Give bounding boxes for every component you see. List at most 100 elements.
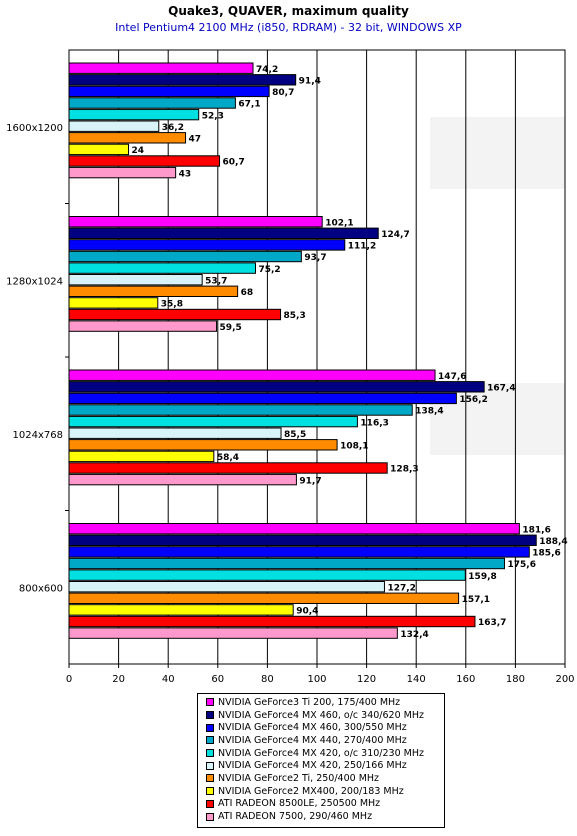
bar-800x600-s8 [68, 615, 476, 628]
bar-1024x768-s6 [68, 439, 338, 451]
data-label-1600x1200-s7: 24 [132, 146, 145, 156]
legend-label-0: NVIDIA GeForce3 Ti 200, 175/400 MHz [218, 696, 401, 708]
bar-chart: 0 20 40 60 80 100 120 140 160 180 200 1600x1200 74,2… [6, 49, 575, 685]
data-label-1024x768-s7: 58,4 [217, 453, 239, 463]
x-tick-label-80: 80 [261, 674, 274, 685]
bar-1600x1200-s9 [68, 166, 177, 179]
legend-swatch-4 [206, 749, 214, 758]
data-label-800x600-s7: 90,4 [296, 607, 318, 617]
bar-1280x1024-s6 [68, 285, 239, 298]
data-label-800x600-s2: 185,6 [532, 549, 560, 559]
bar-1600x1200-s7 [68, 143, 130, 156]
data-label-1280x1024-s5: 53,7 [205, 276, 227, 286]
data-label-800x600-s5: 127,2 [387, 583, 415, 593]
bar-1600x1200-s8 [68, 155, 221, 167]
category-label-1600x1200: 1600x1200 [6, 123, 63, 134]
legend-swatch-1 [206, 711, 214, 720]
data-label-1600x1200-s3: 67,1 [238, 100, 260, 110]
data-label-1600x1200-s2: 80,7 [272, 88, 294, 98]
legend-swatch-5 [206, 761, 214, 770]
legend-label-6: NVIDIA GeForce2 Ti, 250/400 MHz [218, 772, 380, 784]
bar-1024x768-s1 [68, 381, 485, 393]
bar-1280x1024-s1 [68, 227, 379, 240]
data-label-800x600-s9: 132,4 [400, 630, 428, 640]
bar-1024x768-s0 [68, 369, 436, 381]
data-label-1024x768-s9: 91,7 [299, 476, 321, 486]
legend-label-4: NVIDIA GeForce4 MX 420, o/c 310/230 MHz [218, 747, 424, 759]
data-label-1024x768-s5: 85,5 [284, 430, 306, 440]
category-label-1024x768: 1024x768 [13, 430, 63, 441]
data-label-1280x1024-s3: 93,7 [304, 253, 326, 263]
legend-label-7: NVIDIA GeForce2 MX400, 200/183 MHz [218, 785, 404, 797]
data-label-1024x768-s2: 156,2 [459, 395, 487, 405]
watermark-0 [430, 117, 565, 189]
data-label-1600x1200-s1: 91,4 [299, 77, 321, 87]
legend-item-0: NVIDIA GeForce3 Ti 200, 175/400 MHz [206, 696, 444, 709]
bar-1280x1024-s0 [68, 216, 323, 228]
data-label-1600x1200-s8: 60,7 [223, 158, 245, 168]
data-label-1600x1200-s0: 74,2 [256, 65, 278, 75]
bar-800x600-s2 [68, 546, 530, 558]
chart-title: Quake3, QUAVER, maximum quality [168, 4, 409, 18]
bar-1024x768-s2 [68, 392, 457, 405]
legend-label-5: NVIDIA GeForce4 MX 420, 250/166 MHz [218, 760, 407, 772]
data-label-1024x768-s3: 138,4 [415, 407, 443, 417]
data-label-1280x1024-s6: 68 [241, 288, 254, 298]
x-tick-label-40: 40 [162, 674, 175, 685]
bar-800x600-s4 [68, 569, 466, 581]
data-label-800x600-s8: 163,7 [478, 618, 506, 628]
data-label-1024x768-s8: 128,3 [390, 465, 418, 475]
data-label-1024x768-s4: 116,3 [360, 418, 388, 428]
data-label-800x600-s4: 159,8 [468, 572, 496, 582]
x-tick-label-140: 140 [407, 674, 426, 685]
x-tick-label-160: 160 [456, 674, 475, 685]
x-tick-label-0: 0 [66, 674, 72, 685]
legend-item-4: NVIDIA GeForce4 MX 420, o/c 310/230 MHz [206, 747, 444, 760]
bar-1280x1024-s4 [68, 262, 256, 274]
x-tick-label-60: 60 [211, 674, 224, 685]
data-label-800x600-s1: 188,4 [539, 537, 567, 547]
bar-1280x1024-s2 [68, 239, 346, 251]
bar-800x600-s6 [68, 592, 460, 604]
legend-swatch-7 [206, 787, 214, 796]
x-tick-label-20: 20 [112, 674, 125, 685]
bar-1024x768-s9 [68, 473, 297, 486]
bar-1280x1024-s9 [68, 320, 218, 332]
legend-label-3: NVIDIA GeForce4 MX 440, 270/400 MHz [218, 734, 407, 746]
bar-1280x1024-s8 [68, 308, 282, 321]
data-label-1024x768-s1: 167,4 [487, 384, 515, 394]
data-label-1280x1024-s2: 111,2 [348, 242, 376, 252]
bar-1024x768-s7 [68, 450, 215, 463]
bar-1024x768-s4 [68, 415, 358, 428]
data-label-1280x1024-s1: 124,7 [381, 230, 409, 240]
bar-1600x1200-s1 [68, 74, 297, 86]
legend-item-8: ATI RADEON 8500LE, 250500 MHz [206, 798, 444, 811]
category-label-800x600: 800x600 [19, 583, 63, 594]
legend-item-5: NVIDIA GeForce4 MX 420, 250/166 MHz [206, 759, 444, 772]
data-label-1280x1024-s8: 85,3 [284, 311, 306, 321]
legend-swatch-9 [206, 812, 214, 821]
x-tick-label-180: 180 [506, 674, 525, 685]
legend-item-7: NVIDIA GeForce2 MX400, 200/183 MHz [206, 785, 444, 798]
bar-1024x768-s3 [68, 404, 413, 416]
bar-1600x1200-s4 [68, 108, 200, 121]
legend-item-3: NVIDIA GeForce4 MX 440, 270/400 MHz [206, 734, 444, 747]
legend: NVIDIA GeForce3 Ti 200, 175/400 MHz NVIDI… [197, 693, 445, 828]
legend-label-2: NVIDIA GeForce4 MX 460, 300/550 MHz [218, 722, 407, 734]
data-label-1280x1024-s0: 102,1 [325, 218, 353, 228]
legend-item-2: NVIDIA GeForce4 MX 460, 300/550 MHz [206, 721, 444, 734]
bar-800x600-s5 [68, 581, 385, 593]
bar-800x600-s3 [68, 557, 505, 570]
legend-label-1: NVIDIA GeForce4 MX 460, o/c 340/620 MHz [218, 709, 424, 721]
bar-1280x1024-s3 [68, 250, 302, 263]
data-label-1280x1024-s7: 35,8 [161, 300, 183, 310]
data-label-1024x768-s0: 147,6 [438, 372, 466, 382]
bar-1280x1024-s7 [68, 297, 159, 309]
data-label-800x600-s0: 181,6 [522, 525, 550, 535]
bar-800x600-s0 [68, 523, 520, 535]
x-tick-label-200: 200 [555, 674, 574, 685]
data-label-800x600-s3: 175,6 [507, 560, 535, 570]
bar-800x600-s1 [68, 534, 537, 546]
legend-item-1: NVIDIA GeForce4 MX 460, o/c 340/620 MHz [206, 709, 444, 722]
legend-swatch-8 [206, 799, 214, 808]
